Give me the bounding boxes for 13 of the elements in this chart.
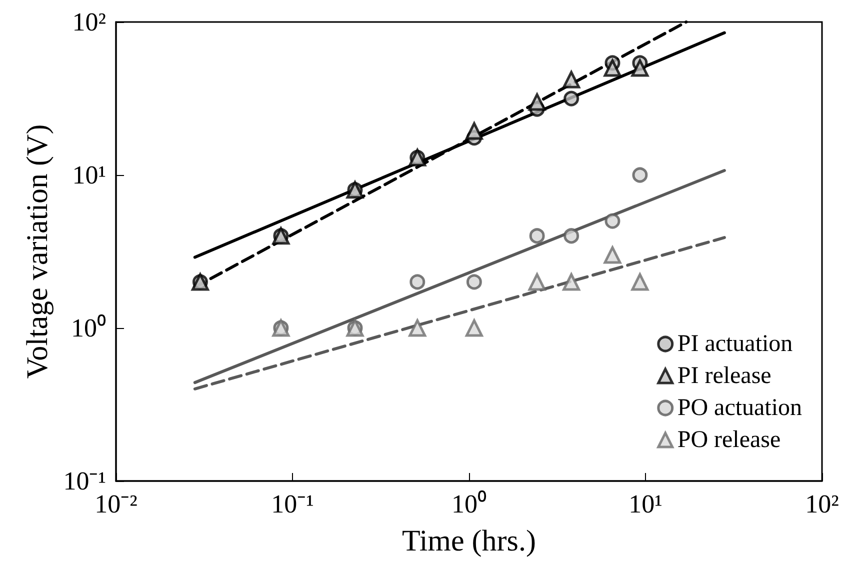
x-tick-label: 10¹ — [628, 490, 662, 518]
x-axis-title: Time (hrs.) — [402, 524, 536, 558]
legend-label: PI release — [677, 363, 772, 389]
x-tick-label: 10⁻¹ — [271, 490, 314, 518]
legend-label: PO actuation — [677, 395, 802, 421]
y-tick-label: 10⁰ — [71, 314, 106, 342]
y-tick-label: 10¹ — [72, 160, 106, 190]
y-tick-label: 10² — [72, 8, 106, 36]
x-tick-label: 10⁰ — [452, 490, 486, 518]
y-axis-title: Voltage variation (V) — [20, 124, 54, 379]
legend-label: PO release — [677, 427, 781, 453]
x-tick-label: 10² — [805, 490, 840, 518]
legend-label: PI actuation — [677, 331, 793, 357]
